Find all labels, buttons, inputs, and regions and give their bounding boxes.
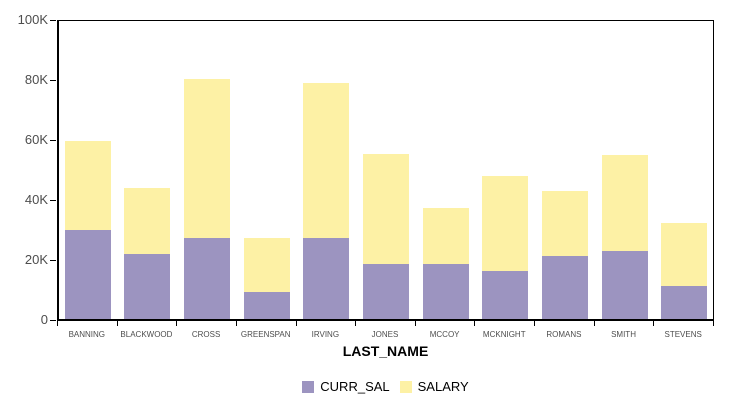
legend: CURR_SAL SALARY	[57, 379, 714, 394]
bar-segment-curr_sal-romans	[541, 256, 588, 319]
y-tick-label-40K: 40K	[24, 192, 48, 207]
x-category-label-jones: JONES	[371, 330, 399, 339]
bar-segment-curr_sal-cross	[184, 238, 231, 319]
bar-segment-curr_sal-mcknight	[482, 271, 529, 319]
x-category-label-banning: BANNING	[68, 330, 106, 339]
legend-swatch-salary	[399, 380, 412, 393]
bar-segment-curr_sal-blackwood	[124, 254, 171, 319]
legend-item-curr_sal: CURR_SAL	[302, 379, 390, 394]
bar-segment-salary-jones	[363, 154, 409, 264]
plot-area	[57, 20, 714, 321]
bar-jones	[363, 154, 409, 319]
legend-swatch-curr_sal	[302, 380, 315, 393]
x-tick-mark	[474, 321, 475, 326]
y-tick-mark	[50, 20, 56, 21]
bar-segment-salary-banning	[64, 141, 111, 230]
y-tick-label-100K: 100K	[17, 12, 48, 27]
bar-segment-salary-mccoy	[422, 208, 469, 264]
x-tick-mark	[653, 321, 654, 326]
x-tick-mark	[415, 321, 416, 326]
x-tick-mark	[117, 321, 118, 326]
y-tick-mark	[50, 80, 56, 81]
bar-segment-salary-blackwood	[124, 188, 171, 254]
bars-container	[59, 21, 713, 319]
x-tick-mark	[713, 321, 714, 326]
bar-segment-curr_sal-smith	[601, 251, 648, 319]
bar-segment-curr_sal-irving	[303, 238, 350, 319]
x-category-label-irving: IRVING	[311, 330, 340, 339]
x-category-label-greenspan: GREENSPAN	[240, 330, 291, 339]
bar-segment-curr_sal-banning	[64, 230, 111, 319]
bar-stevens	[661, 223, 708, 319]
bar-segment-curr_sal-mccoy	[422, 264, 469, 319]
bar-greenspan	[243, 238, 290, 319]
x-tick-mark	[57, 321, 58, 326]
x-category-label-stevens: STEVENS	[664, 330, 702, 339]
y-tick-mark	[50, 200, 56, 201]
bar-mccoy	[422, 208, 469, 319]
bar-segment-salary-smith	[601, 155, 648, 251]
x-tick-mark	[296, 321, 297, 326]
legend-item-salary: SALARY	[399, 379, 469, 394]
x-tick-mark	[594, 321, 595, 326]
x-category-label-romans: ROMANS	[546, 330, 582, 339]
bar-irving	[303, 83, 350, 319]
y-tick-label-60K: 60K	[24, 132, 48, 147]
x-tick-mark	[176, 321, 177, 326]
bar-segment-salary-romans	[541, 191, 588, 256]
y-tick-label-20K: 20K	[24, 252, 48, 267]
bar-mcknight	[482, 176, 529, 319]
x-category-label-mcknight: MCKNIGHT	[482, 330, 526, 339]
x-tick-mark	[534, 321, 535, 326]
bar-segment-salary-irving	[303, 83, 350, 238]
bar-segment-curr_sal-greenspan	[243, 292, 290, 319]
x-category-label-mccoy: MCCOY	[429, 330, 460, 339]
bar-segment-curr_sal-jones	[363, 264, 409, 319]
y-tick-mark	[50, 140, 56, 141]
y-tick-mark	[50, 260, 56, 261]
bar-cross	[184, 79, 231, 319]
bar-segment-salary-mcknight	[482, 176, 529, 271]
x-category-label-blackwood: BLACKWOOD	[120, 330, 173, 339]
x-tick-mark	[355, 321, 356, 326]
bar-blackwood	[124, 188, 171, 319]
y-tick-label-80K: 80K	[24, 72, 48, 87]
bar-smith	[601, 155, 648, 319]
bar-segment-salary-greenspan	[243, 238, 290, 292]
legend-label-curr_sal: CURR_SAL	[320, 379, 390, 394]
x-tick-mark	[236, 321, 237, 326]
bar-banning	[64, 141, 111, 319]
x-category-label-smith: SMITH	[611, 330, 636, 339]
bar-romans	[541, 191, 588, 319]
y-tick-mark	[50, 320, 56, 321]
bar-segment-salary-stevens	[661, 223, 708, 286]
bar-segment-salary-cross	[184, 79, 231, 238]
x-axis-title: LAST_NAME	[342, 343, 429, 359]
bar-segment-curr_sal-stevens	[661, 286, 708, 319]
legend-label-salary: SALARY	[417, 379, 469, 394]
y-tick-label-0: 0	[40, 312, 48, 327]
x-category-label-cross: CROSS	[191, 330, 221, 339]
